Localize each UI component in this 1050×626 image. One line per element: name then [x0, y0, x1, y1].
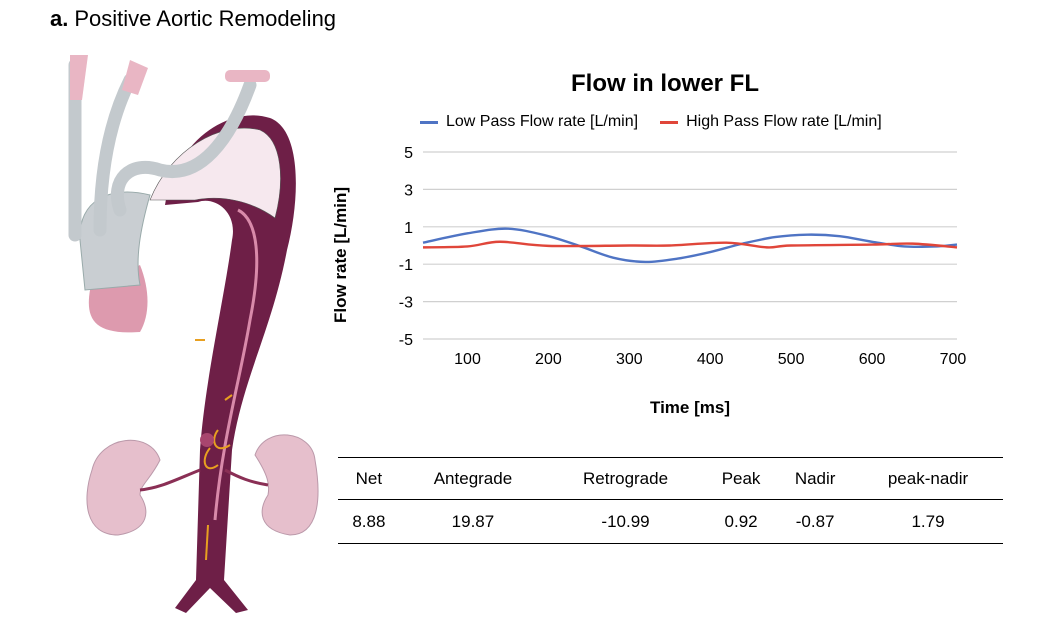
panel-title: a. Positive Aortic Remodeling — [50, 6, 336, 32]
y-tick-label: 3 — [404, 182, 413, 199]
kidney-right — [224, 434, 319, 536]
legend-swatch-high-pass — [660, 120, 679, 124]
aorta-illustration — [68, 55, 319, 614]
legend-item-low-pass: Low Pass Flow rate [L/min] — [420, 113, 638, 131]
chart-title: Flow in lower FL — [571, 70, 759, 97]
kidney-left — [86, 439, 201, 536]
x-tick-label: 500 — [778, 351, 805, 368]
series-high-pass-line — [422, 240, 958, 249]
header-retrograde: Retrograde — [546, 457, 705, 500]
value-peak-nadir: 1.79 — [911, 511, 945, 531]
panel-title-text: Positive Aortic Remodeling — [74, 6, 337, 31]
value-antegrade: 19.87 — [451, 511, 495, 531]
header-net: Net — [338, 457, 400, 500]
y-tick-label: -3 — [399, 295, 413, 312]
panel-letter: a. — [50, 6, 69, 31]
x-tick-label: 700 — [940, 351, 967, 368]
header-antegrade: Antegrade — [399, 457, 547, 500]
value-nadir: -0.87 — [795, 511, 835, 531]
legend-label-high-pass: High Pass Flow rate [L/min] — [686, 113, 882, 130]
value-peak: 0.92 — [724, 511, 758, 531]
y-tick-label: 1 — [404, 220, 413, 237]
aorta-drawing — [68, 55, 296, 614]
y-tick-label: -1 — [399, 257, 413, 274]
table-row: 8.88 19.87 -10.99 0.92 -0.87 1.79 — [338, 500, 1003, 544]
value-retrograde: -10.99 — [601, 511, 650, 531]
x-axis-label: Time [ms] — [650, 398, 730, 417]
header-peak: Peak — [704, 457, 778, 500]
table-header-row: Net Antegrade Retrograde Peak Nadir peak… — [338, 457, 1003, 500]
line-plot: 5 3 1 -1 -3 -5 100 200 300 400 500 600 700 — [399, 145, 967, 368]
value-net: 8.88 — [352, 511, 386, 531]
chart-legend: Low Pass Flow rate [L/min] High Pass Flo… — [420, 113, 882, 131]
flow-stats-table: Net Antegrade Retrograde Peak Nadir peak… — [338, 457, 1003, 544]
x-tick-label: 600 — [859, 351, 886, 368]
header-peak-nadir: peak-nadir — [853, 457, 1003, 500]
legend-swatch-low-pass — [420, 120, 438, 124]
header-nadir: Nadir — [777, 457, 854, 500]
y-tick-label: 5 — [404, 145, 413, 162]
y-tick-label: -5 — [399, 332, 413, 349]
legend-item-high-pass: High Pass Flow rate [L/min] — [660, 113, 882, 131]
legend-label-low-pass: Low Pass Flow rate [L/min] — [446, 113, 639, 130]
x-tick-label: 400 — [697, 351, 724, 368]
x-tick-label: 100 — [454, 351, 481, 368]
x-tick-label: 300 — [616, 351, 643, 368]
x-tick-label: 200 — [535, 351, 562, 368]
